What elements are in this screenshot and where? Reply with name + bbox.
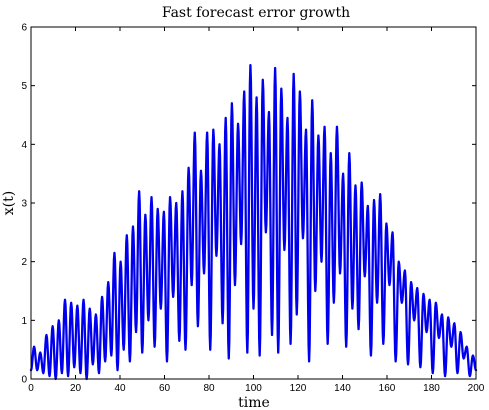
x-tick-label: 200 <box>468 383 485 394</box>
x-tick-label: 80 <box>203 383 215 394</box>
x-tick-label: 160 <box>379 383 396 394</box>
y-tick-label: 3 <box>21 199 27 210</box>
x-axis-label: time <box>238 395 270 410</box>
x-tick-label: 120 <box>290 383 307 394</box>
y-axis-label: x(t) <box>1 191 17 215</box>
plot-area-frame <box>30 26 477 380</box>
y-tick-label: 1 <box>21 316 27 327</box>
y-tick-label: 6 <box>21 23 27 34</box>
y-tick-label: 0 <box>21 375 27 386</box>
x-tick-label: 100 <box>245 383 262 394</box>
axis-ticks: 0 20 40 60 80 100 120 140 160 180 200 0 1 2 3 4 5 6 <box>21 23 484 395</box>
x-tick-label: 180 <box>423 383 440 394</box>
y-tick-label: 5 <box>21 81 27 92</box>
x-tick-label: 60 <box>159 383 171 394</box>
x-tick-label: 140 <box>334 383 351 394</box>
y-tick-label: 4 <box>21 140 27 151</box>
x-tick-label: 20 <box>70 383 82 394</box>
x-tick-label: 0 <box>28 383 34 394</box>
chart-title: Fast forecast error growth <box>162 5 350 21</box>
y-tick-label: 2 <box>21 257 27 268</box>
series-line-x-of-t <box>29 63 478 381</box>
x-tick-label: 40 <box>114 383 126 394</box>
